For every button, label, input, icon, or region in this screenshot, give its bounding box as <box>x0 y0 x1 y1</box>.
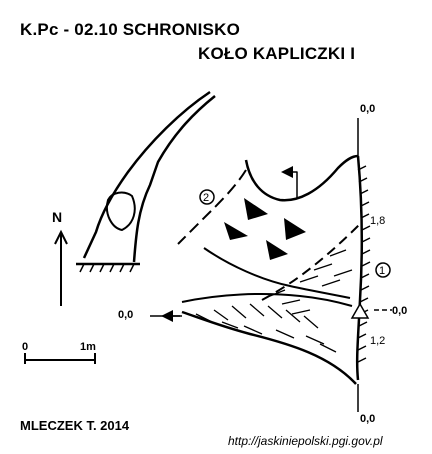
map-title-line-1: K.Pc - 02.10 SCHRONISKO <box>20 20 240 39</box>
breakdown-blocks <box>224 198 306 260</box>
map-title-line-2: KOŁO KAPLICZKI I <box>198 44 356 63</box>
author-credit: MLECZEK T. 2014 <box>20 418 130 433</box>
scale-end-label: 1m <box>80 341 96 353</box>
section-marker-1: 1 <box>375 262 391 278</box>
svg-text:1: 1 <box>379 265 385 277</box>
elevation-lower-label: 1,2 <box>370 335 385 347</box>
scale-bar <box>24 353 96 364</box>
elevation-left-label: 0,0 <box>118 309 133 321</box>
elevation-top-label: 0,0 <box>360 103 375 115</box>
elevation-bottom-label: 0,0 <box>360 413 375 425</box>
survey-station-marker <box>350 302 370 319</box>
north-label: N <box>52 209 62 225</box>
cross-section-profile <box>76 90 216 273</box>
north-arrow <box>54 229 68 306</box>
elevation-upper-label: 1,8 <box>370 215 385 227</box>
elevation-right-label: 0,0 <box>392 305 407 317</box>
scale-start-label: 0 <box>22 341 28 353</box>
cave-plan <box>150 118 392 412</box>
svg-text:2: 2 <box>203 192 209 204</box>
section-marker-2: 2 <box>199 189 215 205</box>
source-url: http://jaskiniepolski.pgi.gov.pl <box>228 434 383 448</box>
